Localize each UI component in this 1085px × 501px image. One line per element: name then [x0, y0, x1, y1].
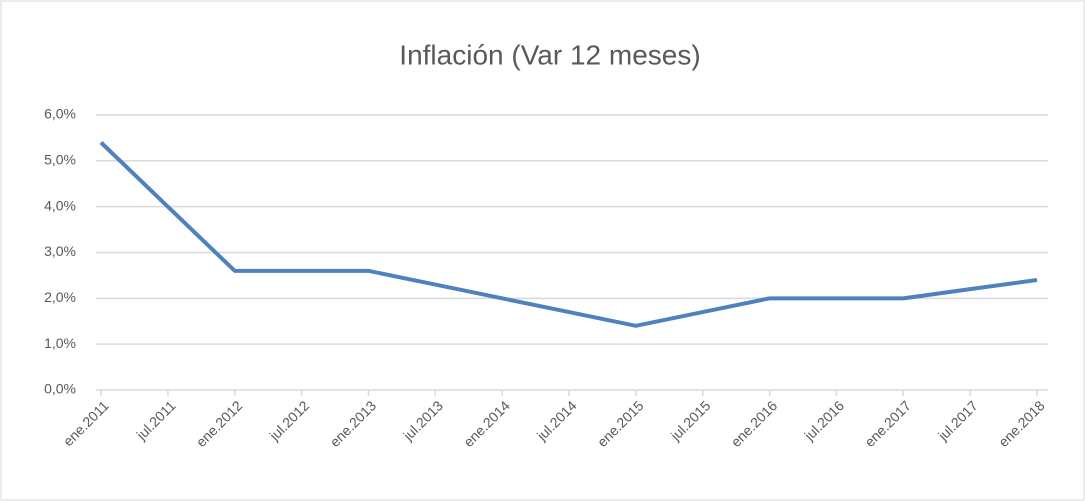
line-series: [99, 141, 1038, 328]
y-tick-label: 2,0%: [44, 289, 76, 305]
y-tick-label: 1,0%: [44, 335, 76, 351]
chart-title: Inflación (Var 12 meses): [399, 39, 700, 70]
y-tick-label: 3,0%: [44, 243, 76, 259]
y-tick-label: 0,0%: [44, 381, 76, 397]
y-tick-label: 6,0%: [44, 106, 76, 122]
y-tick-label: 5,0%: [44, 152, 76, 168]
y-tick-label: 4,0%: [44, 197, 76, 213]
